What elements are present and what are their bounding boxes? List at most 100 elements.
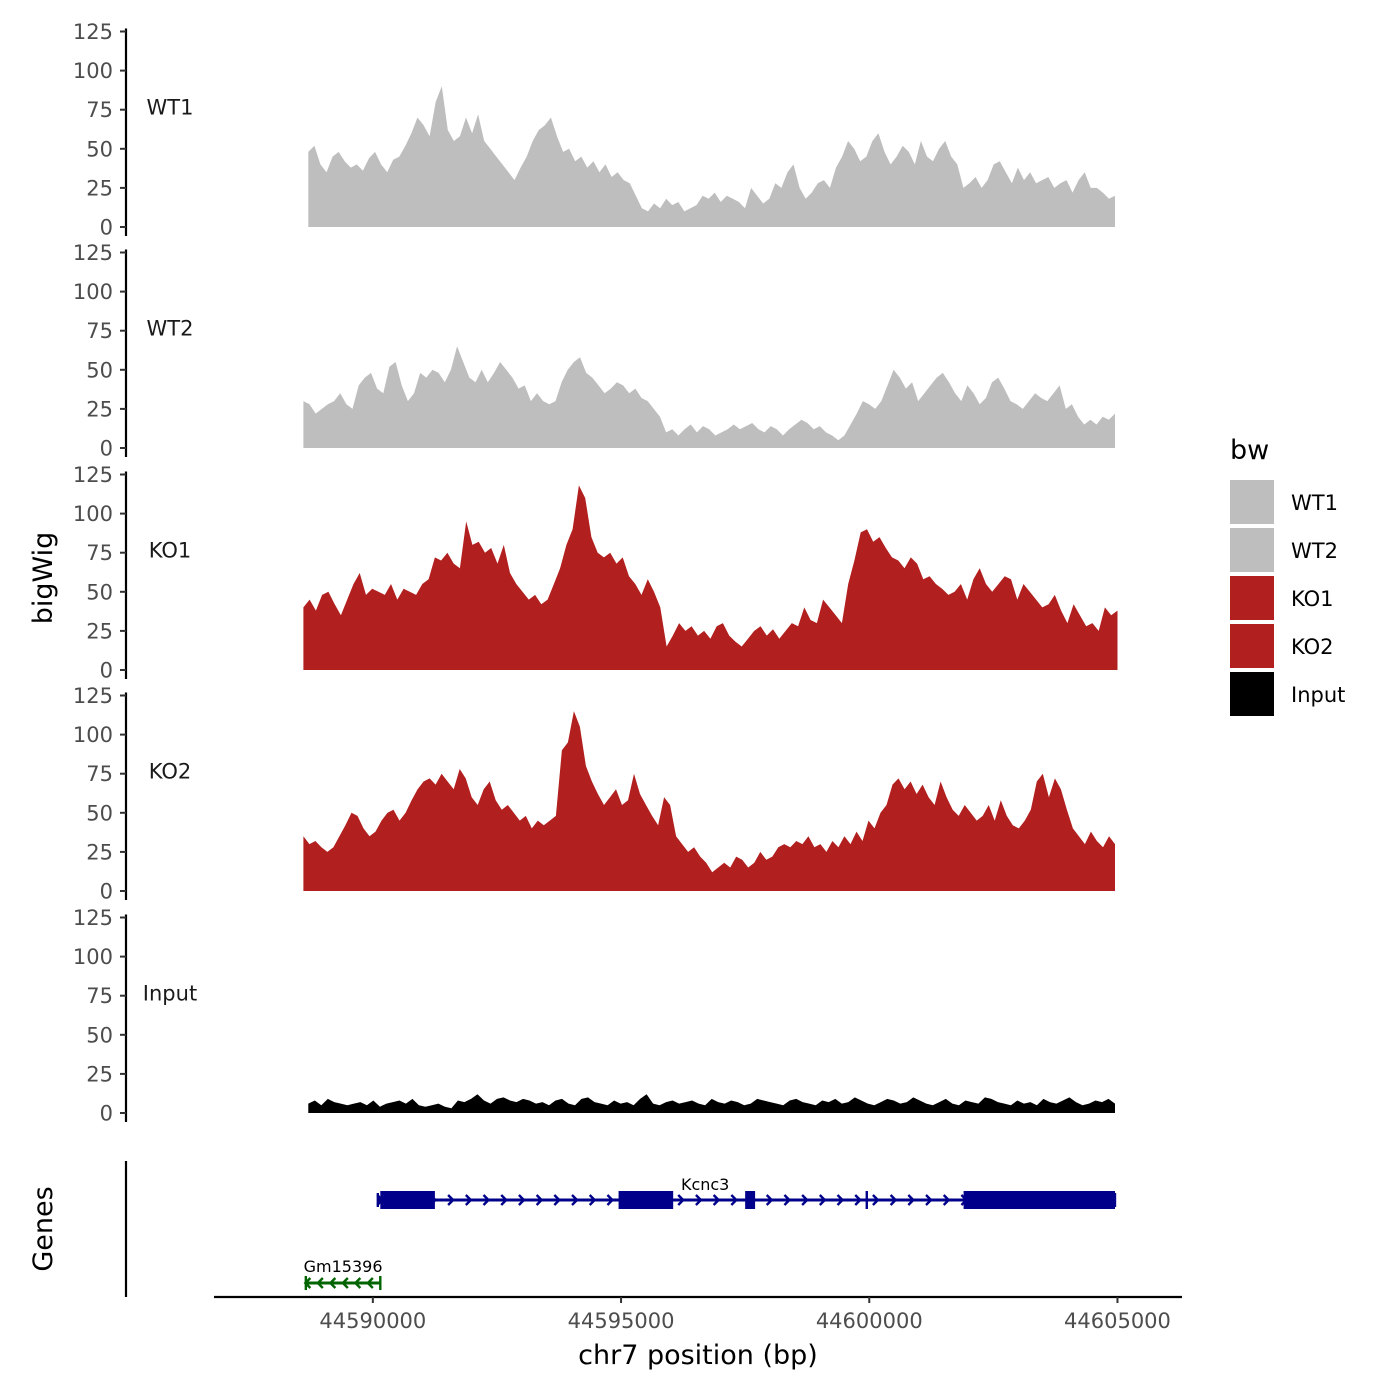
coverage-area-wt1 (308, 86, 1115, 227)
legend-swatch (1230, 528, 1274, 572)
y-tick-label: 100 (73, 502, 113, 526)
strand-arrow (316, 1277, 324, 1289)
strand-arrow (712, 1194, 721, 1206)
strand-arrow (942, 1194, 951, 1206)
y-axis-title: bigWig (28, 532, 59, 625)
strand-arrow (872, 1194, 880, 1206)
strand-arrow (366, 1277, 374, 1289)
legend-label: WT2 (1291, 539, 1338, 563)
strand-arrow (854, 1194, 862, 1206)
y-tick-label: 50 (86, 801, 113, 825)
y-tick-label: 125 (73, 463, 113, 487)
strand-arrow (341, 1277, 349, 1289)
strand-arrow (482, 1194, 491, 1206)
track-label: WT2 (147, 316, 194, 340)
y-tick-label: 25 (86, 1062, 113, 1086)
strand-arrow (801, 1194, 809, 1206)
strand-arrow (447, 1194, 455, 1206)
track-ko2: 0 25 50 75 100 125 KO2 (73, 684, 1115, 904)
y-tick-label: 125 (73, 906, 113, 930)
y-tick-label: 125 (73, 684, 113, 708)
y-tick-label: 50 (86, 137, 113, 161)
y-tick-label: 75 (86, 98, 113, 122)
y-tick-label: 50 (86, 358, 113, 382)
strand-arrow (328, 1277, 337, 1289)
y-tick-label: 50 (86, 1023, 113, 1047)
coverage-area-ko2 (303, 711, 1115, 891)
legend-item-ko2: KO2 (1230, 624, 1334, 668)
x-tick-label: 44595000 (568, 1309, 675, 1333)
strand-arrow (606, 1194, 615, 1206)
track-ko1: 0 25 50 75 100 125 KO1 (73, 463, 1118, 683)
strand-arrow (553, 1194, 562, 1206)
legend-swatch (1230, 480, 1274, 524)
x-tick-label: 44600000 (816, 1309, 923, 1333)
y-tick-label: 25 (86, 397, 113, 421)
gene-exon (618, 1191, 674, 1209)
strand-arrow (677, 1194, 685, 1206)
strand-arrow (588, 1194, 597, 1206)
legend-swatch (1230, 624, 1274, 668)
strand-arrow (518, 1194, 526, 1206)
strand-arrow (571, 1194, 579, 1206)
genes-layer: Kcnc3 Gm15396 (124, 1161, 1117, 1297)
y-tick-label: 75 (86, 984, 113, 1008)
y-tick-label: 75 (86, 319, 113, 343)
legend-label: KO2 (1291, 635, 1334, 659)
strand-arrow (695, 1194, 703, 1206)
y-tick-label: 0 (100, 1102, 113, 1126)
strand-arrow (783, 1194, 792, 1206)
track-label: KO2 (149, 759, 192, 783)
gene-exon (380, 1191, 435, 1209)
strand-arrow (889, 1194, 898, 1206)
legend-title: bw (1230, 435, 1269, 466)
strand-arrow (907, 1194, 916, 1206)
legend-swatch (1230, 672, 1274, 716)
track-label: KO1 (149, 538, 192, 562)
gene-exon (745, 1191, 756, 1209)
y-tick-label: 25 (86, 840, 113, 864)
strand-arrow (765, 1194, 774, 1206)
gene-kcnc3: Kcnc3 (376, 1175, 1117, 1209)
legend-item-input: Input (1230, 672, 1345, 716)
gene-gm15396: Gm15396 (304, 1257, 383, 1290)
strand-arrow (353, 1277, 362, 1289)
legend-swatch (1230, 576, 1274, 620)
y-tick-label: 75 (86, 762, 113, 786)
track-label: WT1 (147, 95, 194, 119)
legend-item-wt1: WT1 (1230, 480, 1338, 524)
gene-label: Gm15396 (304, 1257, 383, 1276)
y-tick-label: 100 (73, 280, 113, 304)
track-input: 0 25 50 75 100 125 Input (73, 906, 1115, 1126)
legend-label: KO1 (1291, 587, 1334, 611)
track-wt2: 0 25 50 75 100 125 WT2 (73, 241, 1115, 461)
strand-arrow (535, 1194, 544, 1206)
strand-arrow (500, 1194, 508, 1206)
strand-arrow (925, 1194, 933, 1206)
strand-arrow (464, 1194, 473, 1206)
x-tick-label: 44590000 (319, 1309, 426, 1333)
y-tick-label: 125 (73, 241, 113, 265)
legend-item-wt2: WT2 (1230, 528, 1338, 572)
gene-label: Kcnc3 (681, 1175, 729, 1194)
tracks-layer: 0 25 50 75 100 125 WT1 0 25 50 75 100 125 WT2 0 25 50 75 1… (73, 20, 1118, 1126)
legend-label: WT1 (1291, 491, 1338, 515)
y-tick-label: 100 (73, 59, 113, 83)
y-tick-label: 0 (100, 216, 113, 240)
coverage-area-input (308, 1094, 1115, 1113)
y-tick-label: 25 (86, 619, 113, 643)
strand-arrow (730, 1194, 739, 1206)
x-tick-label: 44605000 (1064, 1309, 1171, 1333)
x-axis: 44590000 44595000 44600000 44605000 (214, 1295, 1182, 1333)
track-label: Input (143, 981, 197, 1005)
coverage-area-ko1 (303, 485, 1118, 670)
y-tick-label: 0 (100, 880, 113, 904)
legend-item-ko1: KO1 (1230, 576, 1334, 620)
y-tick-label: 100 (73, 723, 113, 747)
legend: bw WT1 WT2 KO1 KO2 Input (1230, 435, 1345, 716)
y-tick-label: 125 (73, 20, 113, 44)
y-tick-label: 50 (86, 580, 113, 604)
y-tick-label: 0 (100, 437, 113, 461)
y-tick-label: 25 (86, 176, 113, 200)
